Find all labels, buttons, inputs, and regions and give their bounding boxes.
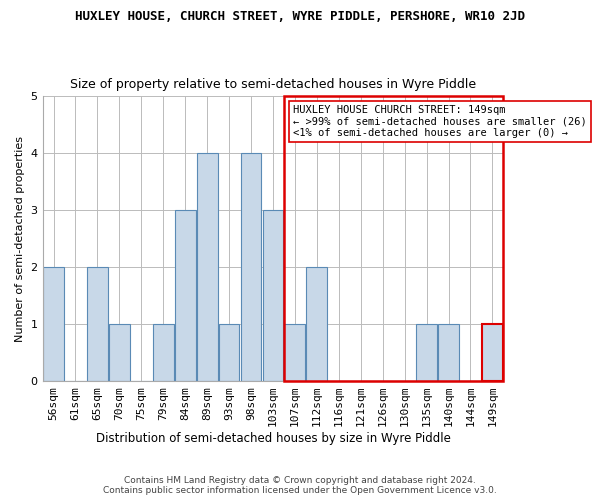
Bar [263, 210, 283, 381]
Bar [307, 267, 327, 381]
Text: Contains HM Land Registry data © Crown copyright and database right 2024.
Contai: Contains HM Land Registry data © Crown c… [103, 476, 497, 495]
Bar [438, 324, 459, 381]
Bar [43, 267, 64, 381]
Bar [241, 154, 262, 381]
Bar [284, 96, 503, 381]
X-axis label: Distribution of semi-detached houses by size in Wyre Piddle: Distribution of semi-detached houses by … [95, 432, 451, 445]
Bar [109, 324, 130, 381]
Text: HUXLEY HOUSE CHURCH STREET: 149sqm
← >99% of semi-detached houses are smaller (2: HUXLEY HOUSE CHURCH STREET: 149sqm ← >99… [293, 105, 587, 138]
Bar [175, 210, 196, 381]
Bar [218, 324, 239, 381]
Bar [197, 154, 218, 381]
Title: Size of property relative to semi-detached houses in Wyre Piddle: Size of property relative to semi-detach… [70, 78, 476, 91]
Bar [482, 324, 503, 381]
Bar [284, 324, 305, 381]
Bar [87, 267, 108, 381]
Bar [153, 324, 173, 381]
Text: HUXLEY HOUSE, CHURCH STREET, WYRE PIDDLE, PERSHORE, WR10 2JD: HUXLEY HOUSE, CHURCH STREET, WYRE PIDDLE… [75, 10, 525, 23]
Y-axis label: Number of semi-detached properties: Number of semi-detached properties [15, 136, 25, 342]
Bar [416, 324, 437, 381]
